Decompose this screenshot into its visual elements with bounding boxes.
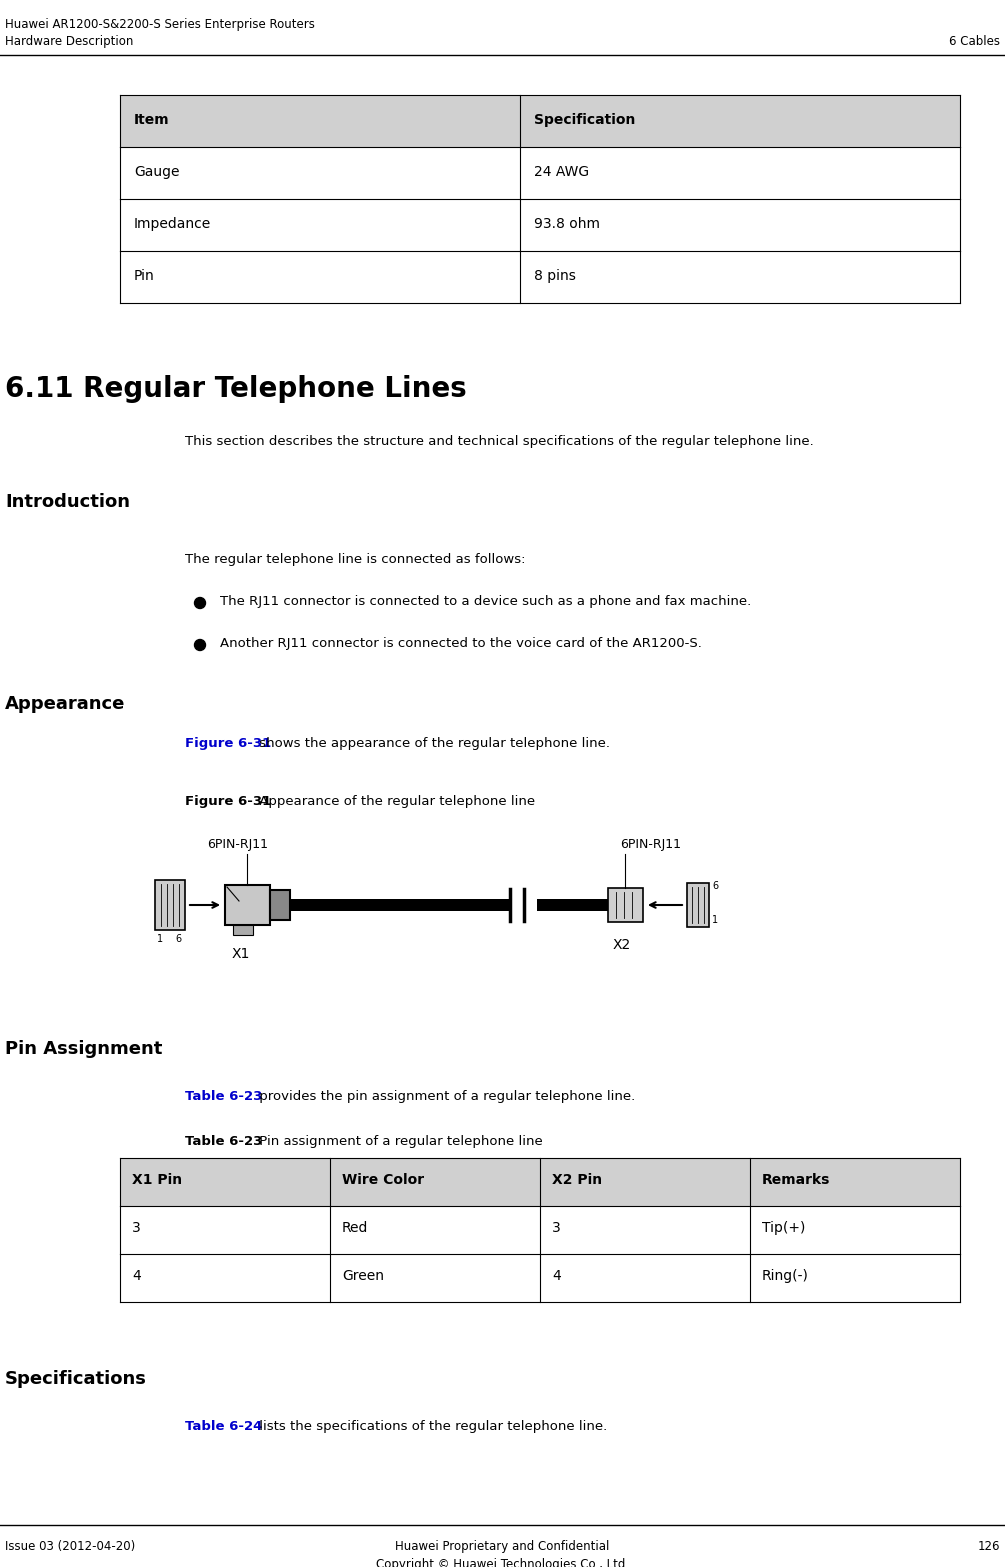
Text: Figure 6-31: Figure 6-31 (185, 736, 271, 751)
Text: Appearance: Appearance (5, 696, 126, 713)
Text: Pin: Pin (134, 270, 155, 284)
Text: Huawei AR1200-S&2200-S Series Enterprise Routers: Huawei AR1200-S&2200-S Series Enterprise… (5, 17, 315, 31)
Bar (537, 899, 608, 910)
Text: 6: 6 (712, 881, 719, 892)
Text: Red: Red (342, 1221, 369, 1235)
Text: Specifications: Specifications (5, 1370, 147, 1388)
Text: Remarks: Remarks (762, 1174, 830, 1188)
Bar (608, 888, 643, 921)
Text: Figure 6-31: Figure 6-31 (185, 794, 271, 809)
Circle shape (195, 597, 205, 608)
Text: 6: 6 (175, 934, 181, 943)
Text: The regular telephone line is connected as follows:: The regular telephone line is connected … (185, 553, 526, 566)
Text: X2: X2 (613, 939, 631, 953)
Bar (270, 890, 290, 920)
Bar (120, 251, 960, 302)
Bar (233, 925, 253, 935)
Text: shows the appearance of the regular telephone line.: shows the appearance of the regular tele… (255, 736, 610, 751)
Text: The RJ11 connector is connected to a device such as a phone and fax machine.: The RJ11 connector is connected to a dev… (220, 595, 752, 608)
Text: Copyright © Huawei Technologies Co., Ltd.: Copyright © Huawei Technologies Co., Ltd… (376, 1558, 629, 1567)
Text: Pin Assignment: Pin Assignment (5, 1040, 163, 1058)
Bar (120, 1207, 960, 1254)
Text: Table 6-23: Table 6-23 (185, 1135, 262, 1149)
Text: 6 Cables: 6 Cables (949, 34, 1000, 49)
Text: Hardware Description: Hardware Description (5, 34, 134, 49)
Text: 93.8 ohm: 93.8 ohm (534, 218, 600, 232)
Text: Tip(+): Tip(+) (762, 1221, 805, 1235)
Text: This section describes the structure and technical specifications of the regular: This section describes the structure and… (185, 436, 814, 448)
Text: Wire Color: Wire Color (342, 1174, 424, 1188)
Text: Issue 03 (2012-04-20): Issue 03 (2012-04-20) (5, 1540, 136, 1553)
Text: 4: 4 (552, 1269, 561, 1283)
Bar (120, 1254, 960, 1302)
Text: 6PIN-RJ11: 6PIN-RJ11 (620, 838, 681, 851)
Text: Table 6-23: Table 6-23 (185, 1091, 262, 1103)
Text: 1: 1 (712, 915, 719, 925)
Text: Green: Green (342, 1269, 384, 1283)
Bar (155, 881, 185, 929)
Text: 8 pins: 8 pins (534, 270, 576, 284)
Text: Huawei Proprietary and Confidential: Huawei Proprietary and Confidential (395, 1540, 610, 1553)
Text: X1 Pin: X1 Pin (132, 1174, 182, 1188)
Bar (120, 1158, 960, 1207)
Bar (120, 199, 960, 251)
Bar (225, 885, 270, 925)
Text: Item: Item (134, 113, 170, 127)
Text: 1: 1 (157, 934, 163, 943)
Text: Another RJ11 connector is connected to the voice card of the AR1200-S.: Another RJ11 connector is connected to t… (220, 638, 701, 650)
Text: 6.11 Regular Telephone Lines: 6.11 Regular Telephone Lines (5, 375, 466, 403)
Bar (120, 147, 960, 199)
Text: 3: 3 (132, 1221, 141, 1235)
Text: Gauge: Gauge (134, 165, 180, 179)
Text: 3: 3 (552, 1221, 561, 1235)
Circle shape (195, 639, 205, 650)
Text: Appearance of the regular telephone line: Appearance of the regular telephone line (255, 794, 535, 809)
Text: lists the specifications of the regular telephone line.: lists the specifications of the regular … (255, 1420, 607, 1432)
Text: 6PIN-RJ11: 6PIN-RJ11 (207, 838, 268, 851)
Text: X1: X1 (232, 946, 250, 961)
Text: X2 Pin: X2 Pin (552, 1174, 602, 1188)
Bar (290, 899, 510, 910)
Text: 24 AWG: 24 AWG (534, 165, 589, 179)
Text: 4: 4 (132, 1269, 141, 1283)
Text: Table 6-24: Table 6-24 (185, 1420, 262, 1432)
Text: Introduction: Introduction (5, 494, 130, 511)
Bar (687, 882, 709, 928)
Text: provides the pin assignment of a regular telephone line.: provides the pin assignment of a regular… (255, 1091, 635, 1103)
Text: Specification: Specification (534, 113, 635, 127)
Text: Impedance: Impedance (134, 218, 211, 232)
Text: Ring(-): Ring(-) (762, 1269, 809, 1283)
Text: 126: 126 (978, 1540, 1000, 1553)
Bar (120, 96, 960, 147)
Text: Pin assignment of a regular telephone line: Pin assignment of a regular telephone li… (255, 1135, 543, 1149)
